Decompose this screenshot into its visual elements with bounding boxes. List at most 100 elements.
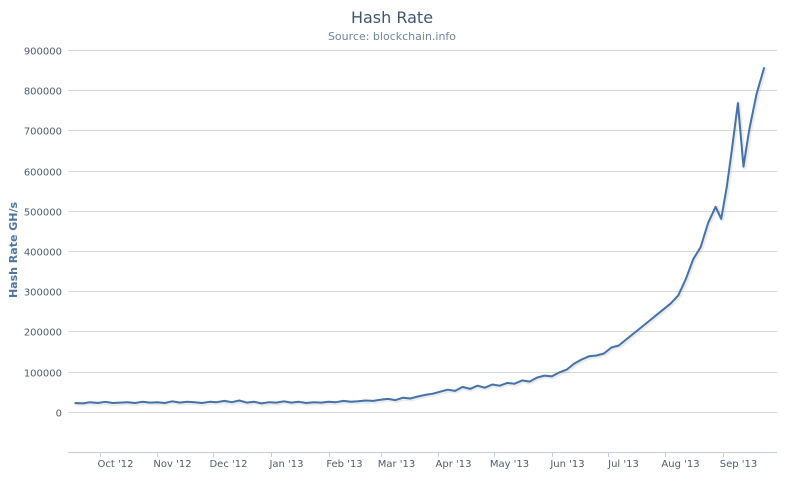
y-tick-label: 800000 <box>24 87 62 98</box>
data-point <box>685 278 687 280</box>
data-point <box>726 186 728 188</box>
data-point <box>742 166 745 168</box>
data-point <box>126 401 129 403</box>
hash-rate-series-line <box>74 67 765 405</box>
x-tick-label: Nov '12 <box>153 459 191 470</box>
data-point <box>755 93 758 95</box>
data-point <box>342 400 344 402</box>
data-point <box>74 402 76 404</box>
data-point <box>357 400 359 402</box>
data-point <box>134 402 136 404</box>
data-point <box>447 389 449 391</box>
data-point <box>618 344 620 347</box>
data-point <box>461 386 464 388</box>
data-point <box>640 326 642 328</box>
series-line-shadow <box>74 67 767 407</box>
data-point <box>763 67 765 69</box>
chart-title: Hash Rate <box>351 8 433 27</box>
x-axis: Oct '12 Nov '12 Dec '12 Jan '13 Feb '13 Mar '… <box>68 452 777 470</box>
data-point <box>737 102 739 104</box>
data-point <box>268 401 270 403</box>
data-point <box>625 338 627 340</box>
data-point <box>164 402 166 404</box>
data-point <box>573 363 575 365</box>
x-tick-label: Jul '13 <box>607 459 639 470</box>
data-point <box>402 397 404 399</box>
data-point <box>715 206 717 208</box>
data-point <box>409 397 411 400</box>
data-point <box>246 402 248 404</box>
x-tick-label: Oct '12 <box>98 459 134 470</box>
y-tick-label: 200000 <box>24 328 62 339</box>
y-tick-label: 700000 <box>24 127 62 138</box>
data-point <box>521 379 523 381</box>
y-axis-ticks: 0 100000 200000 300000 400000 500000 600000 700… <box>24 47 62 420</box>
data-point <box>469 388 471 390</box>
x-tick-label: Jun '13 <box>549 459 584 470</box>
data-point <box>662 308 665 310</box>
data-point <box>327 401 330 403</box>
data-point <box>238 399 240 402</box>
y-tick-label: 300000 <box>24 288 62 299</box>
data-point <box>260 402 263 404</box>
data-point <box>186 401 188 403</box>
y-tick-label: 100000 <box>24 369 62 380</box>
data-point <box>112 402 114 404</box>
data-point <box>700 246 702 248</box>
y-axis-label: Hash Rate GH/s <box>7 202 20 299</box>
data-point <box>380 399 382 401</box>
data-point <box>149 402 151 404</box>
data-point <box>171 400 173 402</box>
data-point <box>313 401 315 403</box>
data-point <box>283 400 285 402</box>
data-point <box>179 402 181 404</box>
data-point <box>499 385 501 387</box>
data-point <box>141 401 143 403</box>
data-point <box>633 332 635 334</box>
data-point <box>394 399 397 401</box>
chart-subtitle: Source: blockchain.info <box>328 30 456 43</box>
data-point <box>223 400 225 402</box>
data-point <box>298 401 300 403</box>
data-point <box>543 375 546 377</box>
data-point <box>454 390 456 392</box>
data-point <box>320 402 322 404</box>
y-tick-label: 400000 <box>24 248 62 259</box>
data-point <box>484 387 486 389</box>
data-point <box>603 352 605 355</box>
data-point <box>731 145 733 148</box>
data-point <box>670 302 672 304</box>
x-tick-label: Aug '13 <box>661 459 699 470</box>
data-point <box>424 394 426 396</box>
data-point <box>275 402 277 404</box>
data-point <box>536 377 538 379</box>
data-point <box>89 401 91 403</box>
x-tick-label: Jan '13 <box>268 459 303 470</box>
data-point <box>588 355 590 357</box>
data-point <box>558 371 560 373</box>
x-tick-label: Feb '13 <box>326 459 362 470</box>
data-point <box>97 402 99 404</box>
data-point <box>655 314 657 316</box>
data-point <box>156 401 158 403</box>
data-point <box>476 385 478 387</box>
data-point <box>365 399 367 402</box>
data-point <box>231 401 233 403</box>
data-point <box>514 383 516 385</box>
y-tick-label: 500000 <box>24 208 62 219</box>
data-point <box>439 391 441 393</box>
data-point <box>748 129 750 131</box>
data-point <box>491 383 493 386</box>
data-point <box>595 354 598 357</box>
data-point <box>104 401 106 403</box>
y-tick-label: 900000 <box>24 47 62 58</box>
data-point <box>372 400 374 402</box>
data-point <box>216 401 218 403</box>
data-point <box>581 358 583 361</box>
data-point <box>208 401 210 403</box>
data-point <box>528 381 531 383</box>
data-point <box>201 402 203 404</box>
data-point <box>648 320 650 322</box>
